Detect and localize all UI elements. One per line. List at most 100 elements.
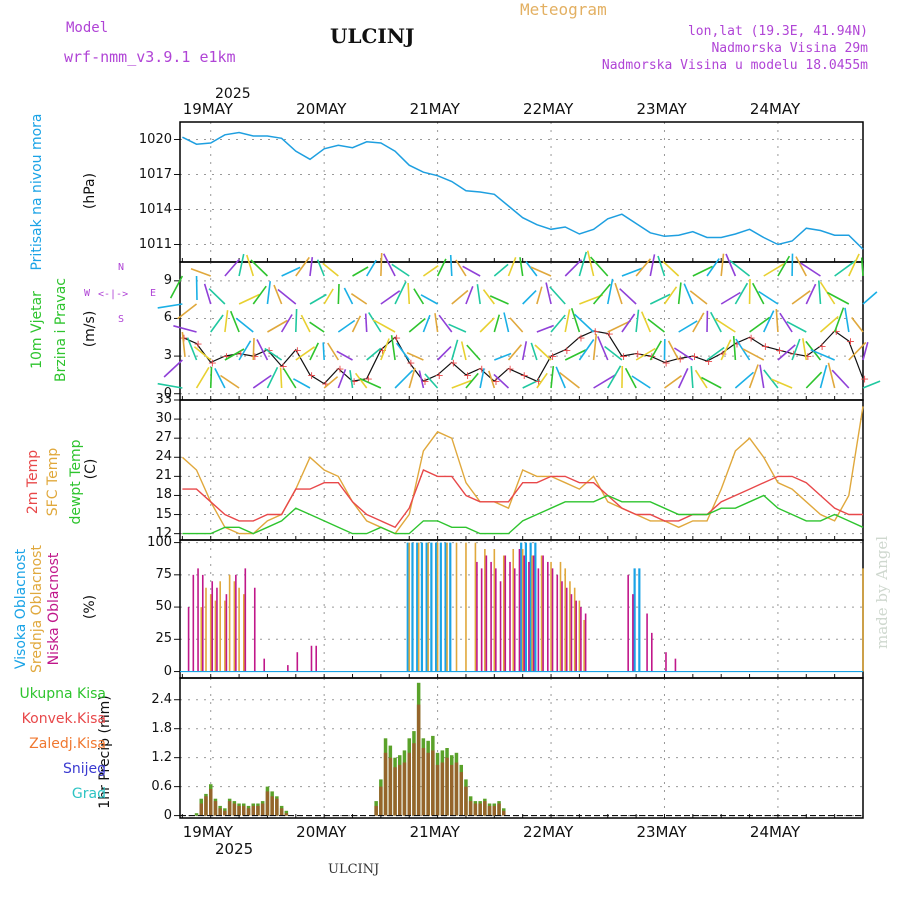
wind-arrow	[267, 319, 288, 333]
wind-arrow	[229, 310, 240, 333]
wind-arrow	[777, 255, 791, 277]
pressure-tick-label: 1020	[138, 131, 172, 147]
wind-arrow	[720, 339, 732, 361]
wind-arrow	[273, 284, 283, 305]
pressure-tick-label: 1017	[138, 166, 172, 182]
wind-arrow	[714, 318, 736, 333]
wind-marker: +	[832, 325, 841, 338]
wind-arrow	[751, 282, 765, 305]
convective-precip-bar	[435, 764, 440, 816]
wind-arrow	[640, 311, 652, 333]
wind-arrow	[364, 313, 368, 333]
wind-marker: +	[747, 331, 756, 344]
wind-arrow	[407, 282, 411, 305]
convective-precip-bar	[204, 796, 208, 816]
wind-arrow	[862, 380, 881, 389]
precip-legend-item: Ukupna Kisa	[19, 686, 106, 702]
wind-arrow	[862, 341, 869, 361]
convective-precip-bar	[284, 813, 289, 816]
wind-arrow	[337, 319, 356, 333]
precip-tick-label: 0.6	[151, 778, 172, 794]
meteogram-title: Meteogram	[520, 0, 607, 19]
convective-precip-bar	[473, 803, 478, 816]
convective-precip-bar	[426, 752, 430, 816]
convective-precip-bar	[502, 810, 506, 816]
wind-arrow	[494, 352, 512, 361]
wind-arrow	[295, 256, 310, 277]
wind-marker: +	[179, 331, 188, 344]
wind-tick-label: 3	[163, 348, 172, 364]
wind-marker: +	[761, 340, 770, 353]
wind-arrow	[706, 346, 725, 361]
wind-arrow	[246, 254, 255, 277]
precip-tick-label: 1.8	[151, 720, 172, 736]
total-precip-bar	[194, 813, 199, 816]
wind-marker: +	[562, 344, 571, 357]
wind-marker: +	[576, 331, 585, 344]
wind-arrow	[224, 348, 245, 361]
wind-arrow	[692, 312, 705, 333]
wind-arrow	[734, 282, 749, 305]
wind-arrow	[657, 255, 666, 277]
wind-arrow	[758, 290, 779, 305]
precip-legend-item: Zaledj.Kisa	[29, 736, 106, 752]
wind-arrow	[203, 283, 212, 305]
cloud-tick-label: 0	[163, 663, 172, 679]
wind-arrow	[309, 342, 320, 361]
wind-arrow	[791, 338, 801, 361]
wind-rose-arrows-icon: <-|->	[98, 289, 129, 300]
bottom-day-label: 19MAY	[182, 823, 234, 841]
wind-marker: +	[378, 344, 387, 357]
bottom-day-label: 24MAY	[749, 823, 801, 841]
wind-arrow	[224, 258, 240, 277]
model-elevation-label: Nadmorska Visina u modelu 18.0455m	[601, 58, 868, 73]
wind-arrow	[791, 290, 811, 305]
convective-precip-bar	[237, 805, 241, 816]
wind-arrow	[465, 372, 479, 389]
wind-arrow	[224, 310, 229, 333]
wind-tick-label: 9	[163, 272, 172, 288]
wind-arrow	[663, 286, 678, 305]
wind-arrow	[351, 315, 362, 333]
wind-arrow	[555, 366, 566, 389]
wind-arrow	[438, 314, 453, 333]
wind-marker: +	[619, 350, 628, 363]
top-day-label: 22MAY	[523, 100, 574, 118]
wind-marker: +	[307, 369, 316, 382]
wind-marker: +	[335, 363, 344, 376]
wind-arrow	[309, 257, 314, 277]
convective-precip-bar	[450, 764, 454, 816]
wind-arrow	[479, 317, 495, 333]
wind-arrow	[559, 371, 580, 389]
wind-marker: +	[279, 360, 288, 373]
wind-arrow	[436, 258, 447, 277]
convective-precip-bar	[459, 772, 463, 816]
wind-arrow	[534, 344, 552, 361]
wind-arrow	[530, 266, 552, 277]
convective-precip-bar	[497, 803, 501, 816]
wind-arrow	[763, 369, 779, 389]
cloud-tick-label: 100	[147, 534, 172, 550]
wind-arrow	[181, 331, 186, 357]
wind-marker: +	[591, 325, 600, 338]
wind-arrow	[460, 341, 467, 361]
wind-arrow	[771, 378, 793, 389]
wind-arrow	[763, 263, 785, 277]
wind-marker: +	[775, 344, 784, 357]
wind-arrow	[190, 268, 211, 277]
wind-marker: +	[477, 363, 486, 376]
convective-precip-bar	[407, 752, 411, 816]
wind-arrow	[493, 373, 510, 389]
convective-precip-bar	[402, 762, 407, 816]
wind-arrow	[295, 308, 298, 333]
wind-arrow	[186, 337, 198, 361]
wind-arrow	[819, 364, 828, 389]
wind-arrow	[606, 278, 614, 305]
convective-precip-bar	[454, 762, 459, 816]
wind-rose-w: W	[84, 288, 91, 299]
wind-arrow	[834, 260, 857, 277]
wind-arrow	[465, 286, 474, 305]
precip-tick-label: 1.2	[151, 749, 172, 765]
wind-marker: +	[803, 350, 812, 363]
